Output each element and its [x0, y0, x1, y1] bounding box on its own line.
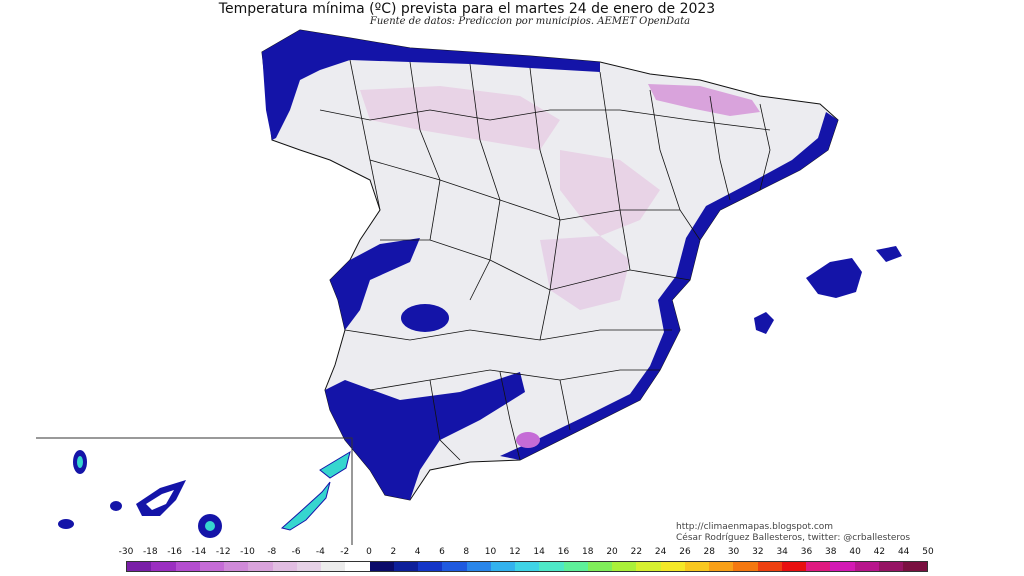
legend-swatch [806, 562, 831, 571]
legend-label: 24 [654, 547, 667, 557]
legend-swatch [151, 562, 176, 571]
province-borders [319, 59, 771, 461]
legend-swatch [393, 562, 418, 571]
legend-swatch [587, 562, 612, 571]
legend-label: 34 [776, 547, 788, 557]
fuerteventura [280, 481, 331, 531]
legend-label: -18 [142, 547, 158, 557]
balearic-islands [754, 246, 902, 334]
credits-url: http://climaenmapas.blogspot.com [676, 522, 834, 532]
legend-label: -6 [291, 547, 301, 557]
legend-label: 28 [703, 547, 715, 557]
southwest-band [325, 372, 525, 500]
legend-swatch [515, 562, 540, 571]
legend-label: -12 [215, 547, 231, 557]
legend-label: -8 [267, 547, 277, 557]
legend-swatch [636, 562, 661, 571]
central-plateau-cold-zone [540, 236, 630, 310]
la-gomera [110, 501, 122, 511]
credits: http://climaenmapas.blogspot.com César R… [676, 522, 910, 544]
legend-swatch [563, 562, 588, 571]
pyrenees-cold-zone [648, 84, 760, 116]
legend-label: -16 [167, 547, 182, 557]
mediterranean-coast-band [500, 112, 838, 460]
legend-label: 0 [366, 547, 372, 557]
legend-swatch [612, 562, 637, 571]
legend-label: 50 [922, 547, 934, 557]
legend-label: 20 [606, 547, 618, 557]
spain-mainland [261, 29, 839, 501]
legend-label: -30 [118, 547, 134, 557]
legend-swatch [490, 562, 515, 571]
legend-label: 18 [582, 547, 594, 557]
lanzarote [319, 450, 351, 479]
legend-label: 10 [484, 547, 497, 557]
legend-swatch [878, 562, 903, 571]
legend-swatch [733, 562, 758, 571]
legend-swatch [199, 562, 224, 571]
menorca [876, 246, 902, 262]
legend-label: 40 [849, 547, 861, 557]
legend-label: 22 [630, 547, 643, 557]
legend-swatch [321, 562, 346, 571]
legend-swatch [442, 562, 467, 571]
legend-label: -4 [315, 547, 325, 557]
legend-label: 38 [825, 547, 837, 557]
legend-label: 42 [873, 547, 886, 557]
legend-swatch [854, 562, 879, 571]
canary-islands-inset [36, 437, 353, 545]
legend-label: 8 [463, 547, 470, 557]
legend-swatch [709, 562, 734, 571]
legend-swatch [830, 562, 855, 571]
legend-labels: -30 -18 -16 -14 -12 -10 -8 -6 -4 -2 0 2 4 6 8 10 12 14 16 1… [110, 547, 940, 559]
legend-swatch [757, 562, 782, 571]
north-coast-band [262, 30, 600, 140]
legend-label: 36 [800, 547, 813, 557]
legend-label: 32 [752, 547, 764, 557]
legend-swatch [684, 562, 709, 571]
legend-color-bar [126, 561, 928, 572]
map-title: Temperatura mínima (ºC) prevista para el… [218, 1, 716, 17]
legend-label: 14 [533, 547, 545, 557]
legend-swatch [272, 562, 297, 571]
legend-swatch [175, 562, 200, 571]
legend-label: 44 [897, 547, 910, 557]
inset-frame [36, 437, 353, 545]
legend-swatch [903, 562, 928, 571]
legend-label: 30 [727, 547, 740, 557]
ibiza [754, 312, 774, 334]
legend-swatch [224, 562, 249, 571]
el-hierro [58, 519, 74, 529]
legend-label: -2 [340, 547, 350, 557]
legend-swatch [296, 562, 321, 571]
legend-swatch [660, 562, 685, 571]
legend-label: 6 [439, 547, 445, 557]
sierra-nevada-cold-zone [516, 432, 540, 448]
legend-label: -10 [240, 547, 255, 557]
iberian-system-cold-zone [560, 150, 660, 236]
northern-plateau-cold-zone [360, 86, 560, 150]
legend-swatch [345, 562, 370, 571]
guadiana-basin [401, 304, 449, 332]
legend-swatch [127, 562, 152, 571]
legend-label: 2 [390, 547, 397, 557]
credits-author: César Rodríguez Ballesteros, twitter: @c… [676, 533, 911, 543]
legend-label: 12 [509, 547, 521, 557]
legend-label: -14 [191, 547, 207, 557]
legend-swatch [466, 562, 491, 571]
legend-swatch [539, 562, 564, 571]
legend-swatch [369, 562, 394, 571]
legend-label: 16 [557, 547, 570, 557]
legend-swatch [418, 562, 443, 571]
legend-swatch [781, 562, 806, 571]
mallorca [806, 258, 862, 298]
legend-label: 4 [414, 547, 421, 557]
extremadura-band [330, 238, 420, 330]
map-subtitle: Fuente de datos: Prediccion por municipi… [369, 16, 691, 27]
legend-label: 26 [679, 547, 691, 557]
legend-swatch [248, 562, 273, 571]
